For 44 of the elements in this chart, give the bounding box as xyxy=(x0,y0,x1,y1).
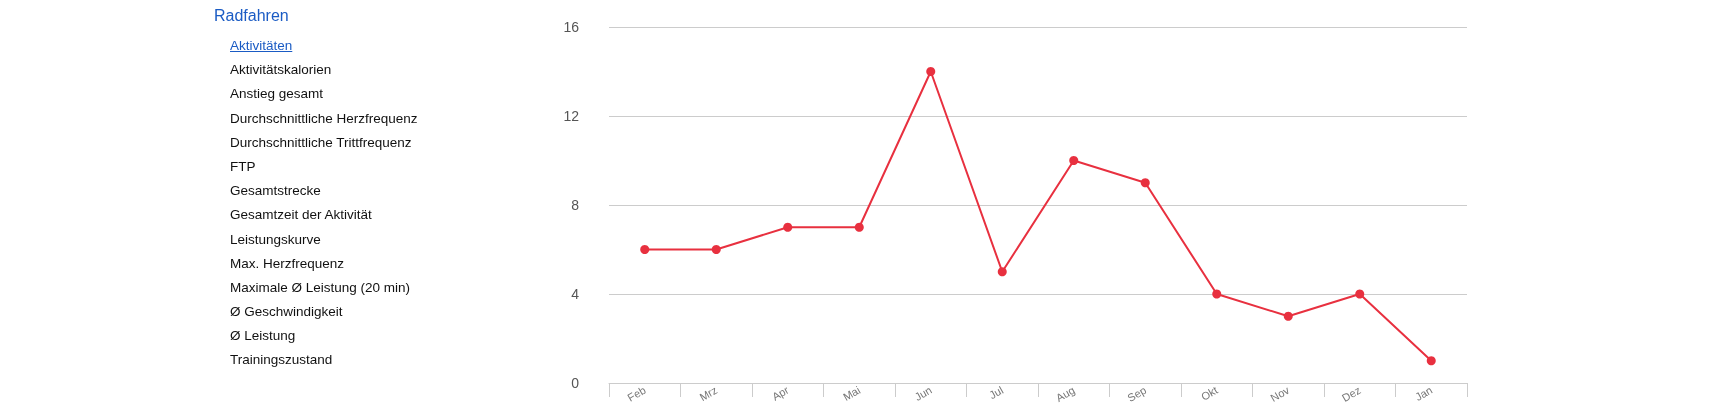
x-tick-label: Mrz xyxy=(697,383,720,404)
text: Durchschnittliche Trittfrequenz xyxy=(230,133,413,152)
y-tick-label: 4 xyxy=(571,286,580,302)
text: Radfahren xyxy=(214,7,289,24)
point xyxy=(926,67,936,76)
text: Gesamtzeit der Aktivität xyxy=(230,207,372,223)
x-tick-label: Jul xyxy=(987,383,1006,402)
x-tick-label: Aug xyxy=(1053,383,1077,404)
y-tick-label: 12 xyxy=(563,108,580,124)
x-tick-label: Apr xyxy=(769,383,792,403)
text: Aktivitäten xyxy=(230,37,294,55)
x-tick-label: Nov xyxy=(1268,383,1292,404)
text: FTP xyxy=(230,157,257,176)
x-tick-label: Feb xyxy=(625,383,648,404)
text: Leistungskurve xyxy=(230,230,322,249)
x-tick-label: Sep xyxy=(1125,383,1149,404)
x-tick-label: Okt xyxy=(1198,383,1220,403)
text: Max. Herzfrequenz xyxy=(230,254,346,273)
y-tick-label: 8 xyxy=(571,197,580,213)
x-tick-label: Jan xyxy=(1412,383,1435,404)
y-tick-label: 0 xyxy=(571,375,580,391)
point xyxy=(854,222,864,232)
point xyxy=(640,245,650,254)
text: Gesamtstrecke xyxy=(230,183,321,199)
text: Trainingszustand xyxy=(230,351,334,370)
text: Maximale Ø Leistung (20 min) xyxy=(230,279,411,295)
text: Anstieg gesamt xyxy=(230,85,325,104)
y-tick-label: 16 xyxy=(563,19,580,35)
text: Aktivitätskalorien xyxy=(230,61,333,80)
point xyxy=(1283,311,1293,321)
point xyxy=(783,222,793,232)
point xyxy=(997,267,1007,277)
point xyxy=(1355,289,1365,299)
point xyxy=(1212,289,1222,299)
x-tick-label: Jun xyxy=(912,383,934,404)
text: Ø Geschwindigkeit xyxy=(230,303,344,322)
text: Durchschnittliche Herzfrequenz xyxy=(230,110,418,126)
point xyxy=(1426,356,1436,366)
x-tick-label: Mai xyxy=(840,383,863,404)
point xyxy=(1069,156,1079,165)
text: Ø Leistung xyxy=(230,327,297,346)
x-tick-label: Dez xyxy=(1339,383,1363,404)
point xyxy=(711,245,721,254)
point xyxy=(1140,178,1150,188)
